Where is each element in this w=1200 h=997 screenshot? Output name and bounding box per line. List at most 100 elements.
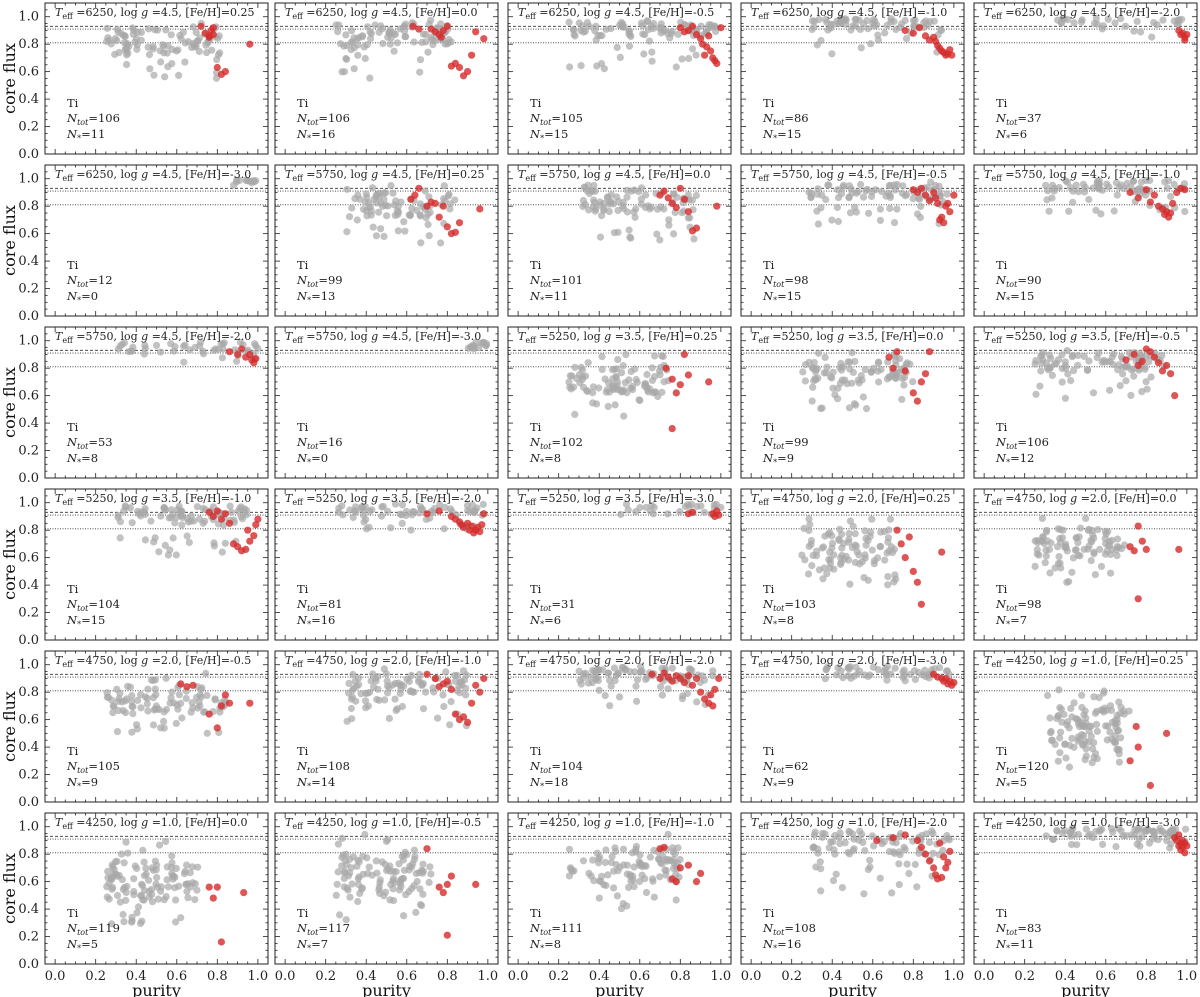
gray-point <box>829 838 837 846</box>
red-point <box>1142 545 1150 554</box>
gray-point <box>145 25 153 33</box>
red-point <box>660 843 668 851</box>
gray-point <box>595 894 603 902</box>
gray-point <box>427 870 435 878</box>
gray-point <box>1098 25 1106 33</box>
gray-point <box>196 338 204 346</box>
gray-point <box>1045 351 1054 359</box>
gray-point <box>1091 571 1099 579</box>
gray-point <box>140 886 148 895</box>
red-point <box>905 533 913 541</box>
gray-point <box>391 695 399 703</box>
x-tick-label: 0.4 <box>589 969 610 984</box>
gray-point <box>884 189 892 197</box>
gray-point <box>838 884 847 892</box>
gray-point <box>674 844 682 852</box>
gray-point <box>848 349 856 357</box>
gray-point <box>924 183 932 191</box>
gray-point <box>345 213 354 221</box>
gray-point <box>199 347 207 355</box>
gray-point <box>578 22 587 30</box>
gray-point <box>1054 712 1062 720</box>
element-label: Ti <box>530 744 542 758</box>
gray-point <box>177 699 185 708</box>
gray-point <box>590 181 598 189</box>
y-tick-label: 1.0 <box>18 10 39 25</box>
red-point <box>938 548 946 556</box>
red-point <box>901 831 909 839</box>
gray-point <box>126 504 134 512</box>
gray-point <box>892 25 900 34</box>
gray-point <box>103 689 111 697</box>
red-point <box>1126 757 1134 765</box>
panel-count-label: N*=7 <box>296 937 328 953</box>
gray-point <box>1130 372 1138 380</box>
gray-point <box>648 376 657 384</box>
red-point <box>447 872 455 880</box>
gray-point <box>154 895 162 903</box>
gray-point <box>1107 550 1115 559</box>
gray-point <box>1149 827 1157 835</box>
gray-point <box>180 358 188 366</box>
gray-point <box>430 688 438 696</box>
gray-point <box>809 383 817 391</box>
gray-point <box>177 914 185 922</box>
gray-point <box>1081 737 1090 745</box>
gray-point <box>1037 352 1045 360</box>
red-point <box>225 348 234 356</box>
gray-point <box>367 207 375 215</box>
gray-point <box>808 17 817 25</box>
gray-point <box>175 71 183 79</box>
element-label: Ti <box>763 96 775 110</box>
gray-point <box>649 25 657 33</box>
gray-point <box>1138 388 1146 396</box>
red-point <box>692 878 701 886</box>
gray-point <box>853 548 861 556</box>
red-point <box>893 348 901 356</box>
gray-point <box>375 208 383 216</box>
x-tick-label: 0.6 <box>629 969 650 984</box>
red-point <box>913 397 922 405</box>
gray-point <box>400 218 408 226</box>
gray-point <box>1146 176 1154 185</box>
gray-point <box>849 522 857 530</box>
gray-point <box>152 866 160 874</box>
gray-point <box>181 867 189 876</box>
gray-point <box>104 867 112 876</box>
panel-count-label: Ntot=101 <box>529 273 583 289</box>
gray-point <box>613 382 621 390</box>
gray-point <box>860 574 868 582</box>
gray-point <box>233 176 241 184</box>
gray-point <box>130 891 138 899</box>
gray-point <box>844 358 852 366</box>
gray-point <box>590 196 598 204</box>
red-point <box>1163 361 1171 369</box>
gray-point <box>638 667 646 675</box>
y-tick-label: 0.6 <box>18 875 39 890</box>
gray-point <box>1061 740 1069 748</box>
gray-point <box>1057 728 1065 736</box>
gray-point <box>387 182 395 190</box>
panel-count-label: N*=8 <box>66 451 98 467</box>
gray-point <box>402 33 410 41</box>
panel-count-label: Ntot=108 <box>762 921 816 937</box>
gray-point <box>440 525 448 533</box>
x-axis-title: purity <box>132 981 181 997</box>
gray-point <box>856 25 865 33</box>
gray-point <box>419 860 427 868</box>
y-tick-label: 0.4 <box>18 416 39 431</box>
gray-point <box>333 880 341 888</box>
panel-count-label: Ntot=98 <box>762 273 809 289</box>
y-axis-title: core flux <box>0 691 19 762</box>
gray-point <box>401 227 409 235</box>
gray-point <box>1103 706 1111 714</box>
panel-title: Teff =4750, log g =2.0, [Fe/H]=-0.5 <box>55 654 251 669</box>
x-tick-label: 0.4 <box>126 969 147 984</box>
gray-points <box>798 515 900 589</box>
gray-point <box>393 39 401 47</box>
gray-point <box>636 504 644 512</box>
gray-point <box>1055 183 1063 192</box>
red-point <box>443 223 451 231</box>
selected-points <box>873 831 954 883</box>
